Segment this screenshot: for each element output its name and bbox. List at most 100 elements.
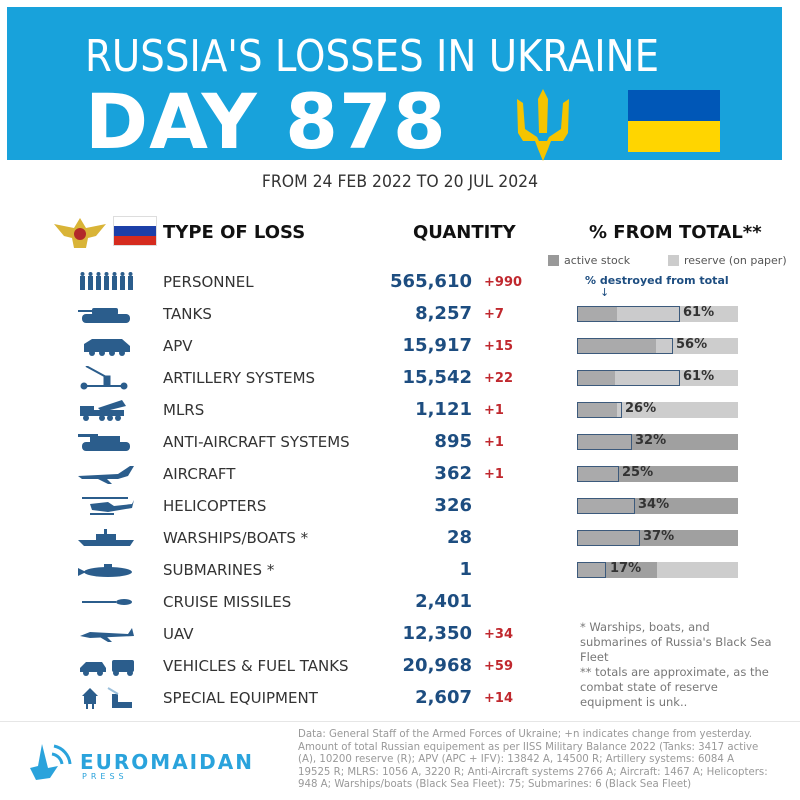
artillery-icon [80,366,128,390]
percent-bar: 17% [577,561,738,578]
row-label: SPECIAL EQUIPMENT [163,689,318,707]
percent-label: 56% [676,337,708,352]
row-quantity: 15,917 [402,335,472,356]
percent-bar: 37% [577,529,738,546]
row-label: APV [163,337,193,355]
cruise-missile-icon [82,599,132,605]
vehicles-icon [80,660,134,676]
legend-active: active stock [548,254,630,267]
row-label: AIRCRAFT [163,465,236,483]
row-label: CRUISE MISSILES [163,593,292,611]
row-label: MLRS [163,401,205,419]
table-row-special-equipment: SPECIAL EQUIPMENT 2,607 +14 [0,682,800,714]
table-row-cruise-missiles: CRUISE MISSILES 2,401 [0,586,800,618]
special-equipment-icon [82,687,132,709]
table-row-tanks: TANKS 8,257 +7 61% [0,298,800,330]
row-label: TANKS [163,305,212,323]
legend-reserve: reserve (on paper) [668,254,787,267]
percent-bar: 32% [577,433,738,450]
uav-icon [80,628,134,642]
row-quantity: 1 [459,559,472,580]
table-row-submarines: SUBMARINES * 1 17% [0,554,800,586]
row-delta: +22 [484,371,513,386]
percent-label: 61% [683,305,715,320]
apv-icon [84,339,130,356]
legend-reserve-label: reserve (on paper) [684,254,787,267]
table-row-helicopters: HELICOPTERS 326 34% [0,490,800,522]
footnote-warships: * Warships, boats, and submarines of Rus… [580,620,772,664]
row-delta: +7 [484,307,504,322]
helicopter-icon [82,497,134,515]
row-delta: +1 [484,467,504,482]
row-label: UAV [163,625,194,643]
row-quantity: 8,257 [415,303,472,324]
row-quantity: 12,350 [402,623,472,644]
percent-label: 17% [610,561,642,576]
row-quantity: 2,401 [415,591,472,612]
percent-bar: 61% [577,305,738,322]
row-label: VEHICLES & FUEL TANKS [163,657,349,675]
row-delta: +14 [484,691,513,706]
title-banner: RUSSIA'S LOSSES IN UKRAINE DAY 878 [7,7,782,166]
row-label: WARSHIPS/BOATS * [163,529,309,547]
percent-label: 32% [635,433,667,448]
day-counter: DAY 878 [85,77,447,166]
table-row-artillery: ARTILLERY SYSTEMS 15,542 +22 61% [0,362,800,394]
percent-bar: 34% [577,497,738,514]
warship-icon [78,529,134,546]
row-quantity: 20,968 [402,655,472,676]
percent-bar: 56% [577,337,738,354]
table-row-vehicles: VEHICLES & FUEL TANKS 20,968 +59 [0,650,800,682]
table-row-uav: UAV 12,350 +34 [0,618,800,650]
arrow-down-icon: ↓ [600,286,610,299]
table-row-mlrs: MLRS 1,121 +1 26% [0,394,800,426]
footnote-totals: ** totals are approximate, as the combat… [580,665,769,709]
euromaidan-logo: EUROMAIDAN PRESS [28,742,252,782]
trident-icon [517,89,569,161]
row-delta: +990 [484,275,523,290]
footer-divider [0,721,800,722]
title-line1: RUSSIA'S LOSSES IN UKRAINE [85,31,660,82]
row-quantity: 565,610 [390,271,472,292]
percent-label: 37% [643,529,675,544]
source-note: Data: General Staff of the Armed Forces … [298,729,768,790]
row-label: SUBMARINES * [163,561,275,579]
table-row-apv: APV 15,917 +15 56% [0,330,800,362]
row-delta: +15 [484,339,513,354]
active-swatch-icon [548,255,559,266]
percent-label: 25% [622,465,654,480]
header-type-of-loss: TYPE OF LOSS [163,222,306,243]
percent-label: 26% [625,401,657,416]
header-quantity: QUANTITY [413,222,516,243]
logo-name: EUROMAIDAN [80,750,254,774]
row-quantity: 2,607 [415,687,472,708]
table-row-personnel: PERSONNEL 565,610 +990 [0,266,800,298]
mlrs-icon [80,400,126,421]
date-range: FROM 24 FEB 2022 TO 20 JUL 2024 [261,172,539,192]
reserve-swatch-icon [668,255,679,266]
header-percent-total: % FROM TOTAL** [589,222,762,243]
row-quantity: 362 [434,463,472,484]
aircraft-icon [78,466,134,484]
euromaidan-logo-icon [30,744,72,780]
table-row-warships: WARSHIPS/BOATS * 28 37% [0,522,800,554]
row-quantity: 1,121 [415,399,472,420]
row-quantity: 15,542 [402,367,472,388]
row-label: ANTI-AIRCRAFT SYSTEMS [163,433,350,451]
footnotes: * Warships, boats, and submarines of Rus… [580,620,780,710]
table-row-aircraft: AIRCRAFT 362 +1 25% [0,458,800,490]
row-delta: +1 [484,435,504,450]
tank-icon [78,308,130,323]
russian-army-emblem-icon [54,218,106,248]
row-quantity: 895 [434,431,472,452]
row-label: HELICOPTERS [163,497,267,515]
ukraine-flag-icon [628,90,720,152]
row-quantity: 326 [434,495,472,516]
row-label: ARTILLERY SYSTEMS [163,369,316,387]
submarine-icon [78,564,132,577]
row-label: PERSONNEL [163,273,254,291]
personnel-icon [80,272,133,290]
percent-label: 61% [683,369,715,384]
anti-aircraft-icon [78,434,130,451]
destroyed-caption: % destroyed from total [585,274,729,287]
